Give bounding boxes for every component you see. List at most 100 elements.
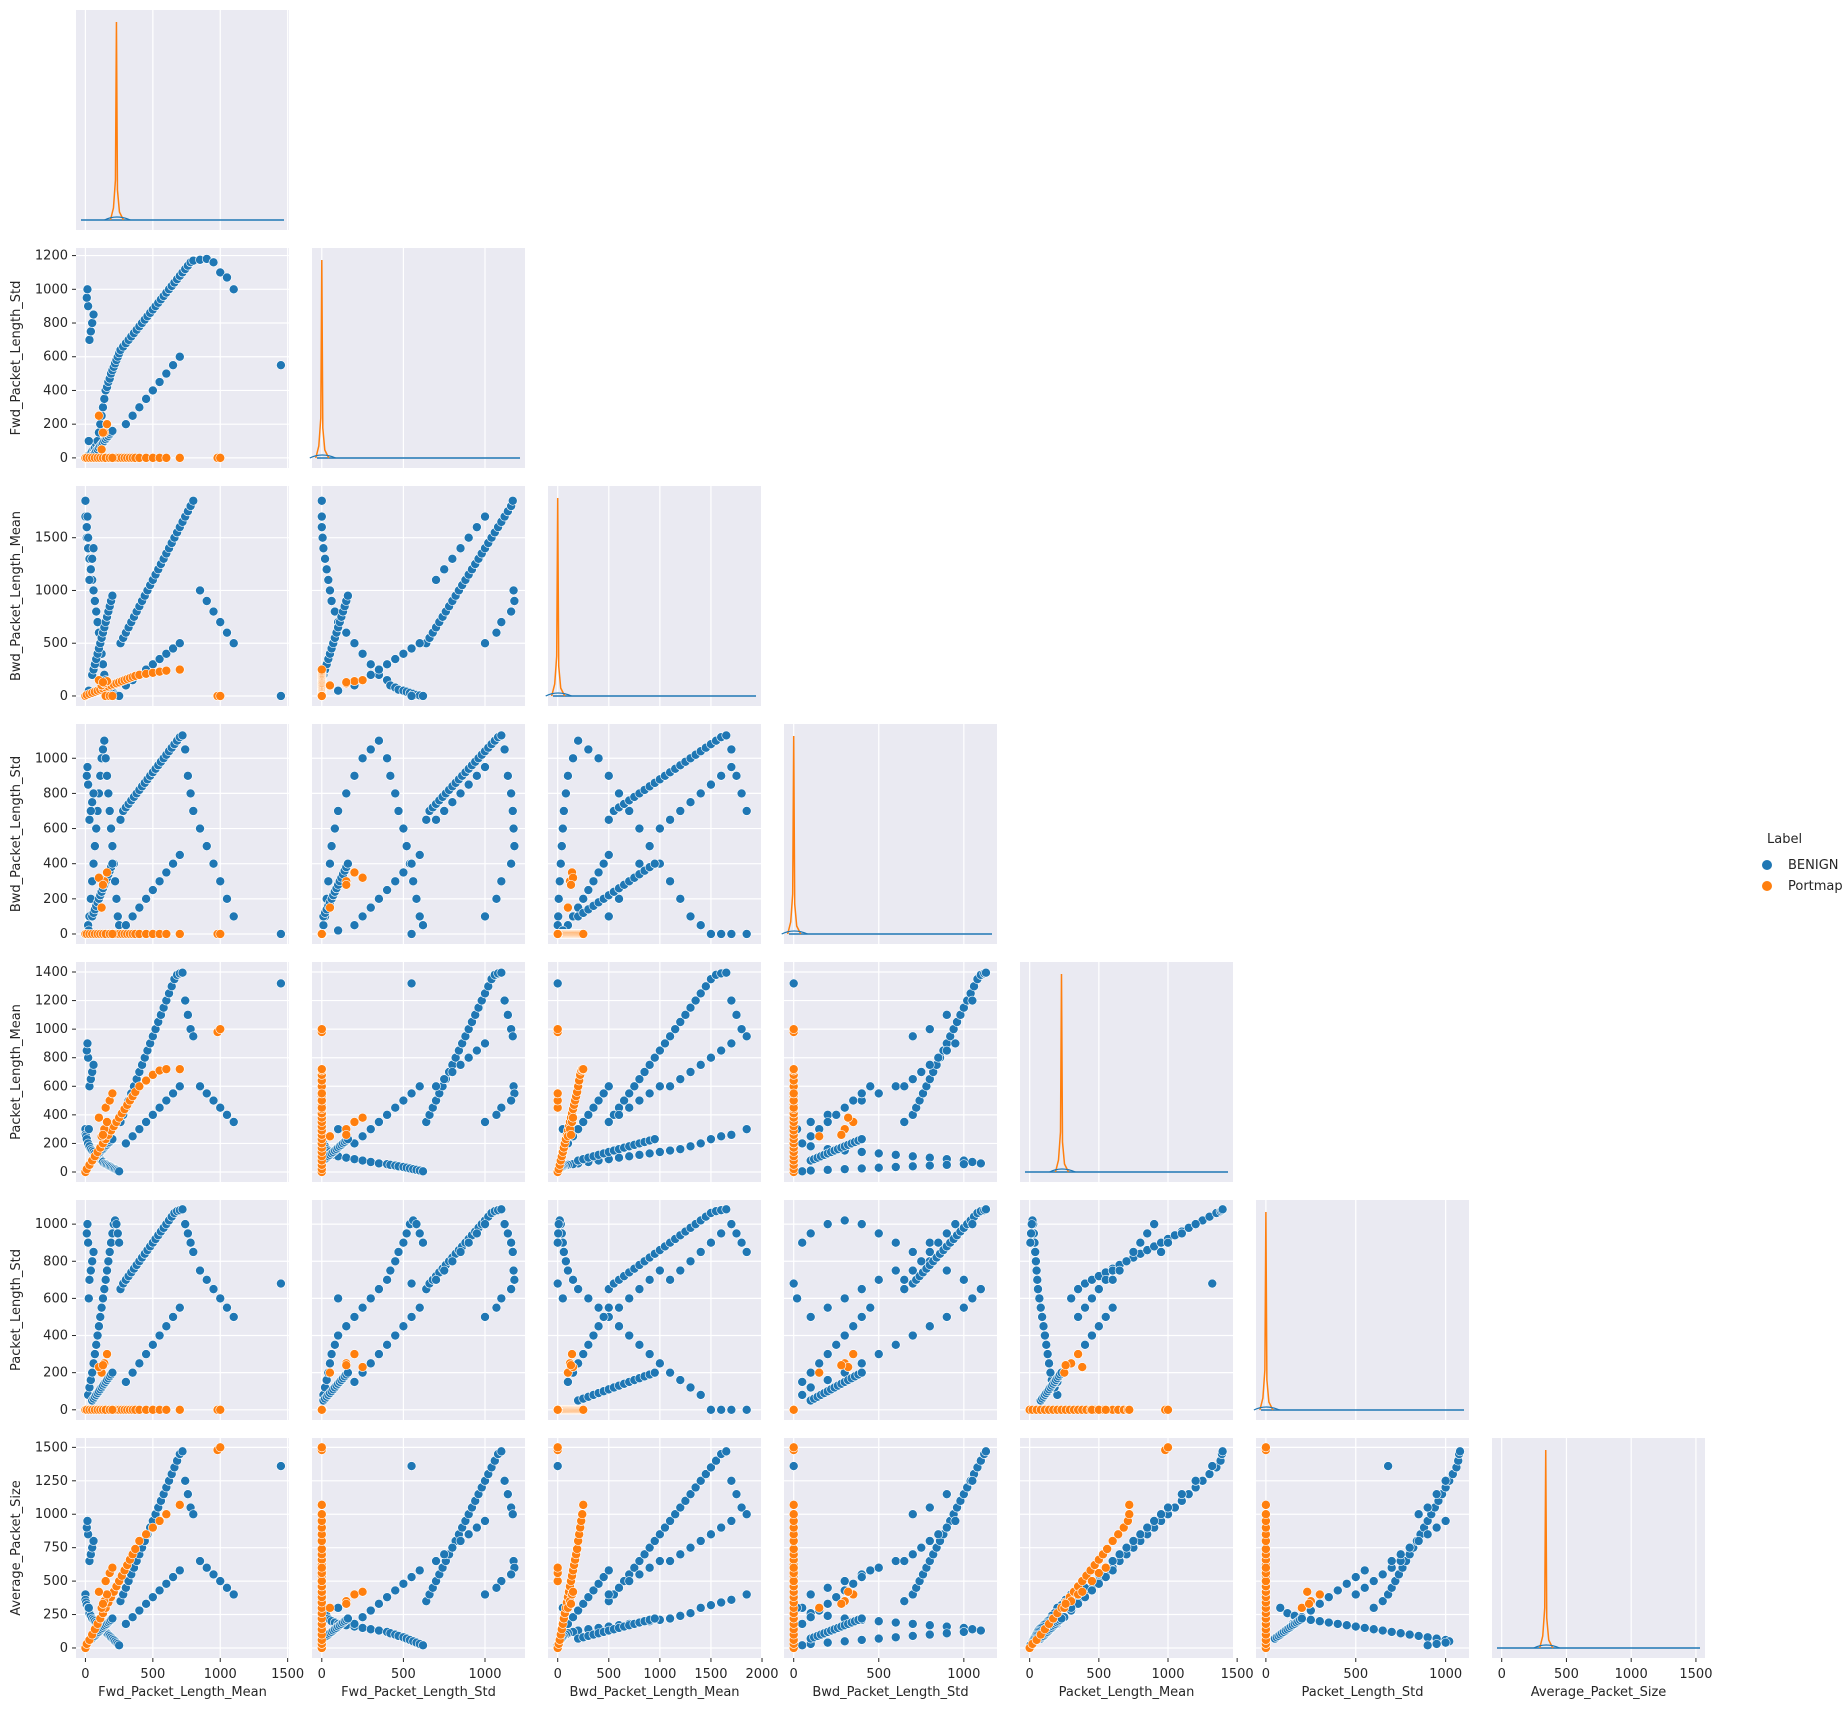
point-benign [1094, 1321, 1104, 1332]
point-portmap [325, 1603, 335, 1613]
y-tick-label: 0 [60, 927, 68, 942]
point-benign [649, 858, 660, 869]
point-benign [950, 1219, 961, 1229]
point-benign [148, 885, 158, 895]
y-tick-label: 250 [43, 1608, 68, 1623]
point-benign [950, 1516, 961, 1526]
point-portmap [154, 1516, 165, 1526]
point-benign [573, 1605, 583, 1616]
point-benign [401, 841, 412, 851]
point-benign [726, 929, 737, 939]
point-benign [856, 1147, 867, 1157]
point-benign [90, 596, 100, 606]
point-benign [180, 995, 190, 1006]
point-benign [491, 1110, 502, 1120]
point-benign [797, 1166, 808, 1177]
point-benign [228, 911, 239, 922]
point-portmap [100, 1102, 111, 1113]
point-benign [655, 1147, 665, 1157]
point-benign [736, 1237, 747, 1248]
kde-benign-bump [104, 216, 131, 221]
point-portmap [1094, 1568, 1104, 1578]
point-benign [406, 1572, 417, 1582]
point-benign [655, 1358, 665, 1369]
point-portmap [341, 1360, 352, 1371]
point-benign [276, 360, 286, 370]
panel-background [548, 1200, 761, 1420]
point-benign [398, 1578, 409, 1589]
point-benign [87, 797, 97, 807]
point-portmap [316, 1562, 327, 1573]
point-benign [463, 1529, 474, 1540]
point-benign [981, 1446, 991, 1457]
point-benign [655, 1045, 665, 1056]
point-benign [583, 1592, 594, 1602]
point-benign [805, 1382, 816, 1393]
panel-Packet_Length_Mean-vs-Fwd_Packet_Length_Mean [76, 962, 289, 1182]
point-benign [1128, 1247, 1139, 1257]
point-benign [121, 1138, 131, 1149]
point-benign [1142, 1228, 1153, 1239]
point-benign [831, 1592, 842, 1602]
point-benign [215, 1102, 226, 1113]
point-benign [1413, 1631, 1424, 1641]
kde-benign-bump [1533, 1644, 1560, 1649]
point-benign [598, 1572, 609, 1582]
point-benign [822, 1117, 833, 1127]
point-benign [593, 867, 604, 878]
point-portmap [567, 1349, 577, 1359]
x-axis-label: Fwd_Packet_Length_Std [341, 1685, 496, 1700]
point-benign [472, 1228, 482, 1239]
point-benign [208, 257, 219, 268]
point-benign [509, 841, 520, 851]
point-portmap [1261, 1509, 1271, 1520]
point-benign [805, 1141, 816, 1152]
point-benign [695, 1247, 706, 1257]
x-tick-label: 0 [554, 1667, 562, 1682]
point-benign [82, 1219, 93, 1229]
point-benign [788, 1461, 799, 1471]
point-benign [1034, 1293, 1045, 1304]
point-benign [333, 1124, 343, 1134]
point-portmap [1100, 1562, 1111, 1573]
point-portmap [843, 1586, 853, 1597]
point-benign [924, 1160, 935, 1171]
point-benign [99, 735, 110, 746]
point-benign [1026, 1228, 1036, 1239]
point-benign [685, 911, 696, 922]
point-benign [655, 1529, 665, 1540]
point-portmap [568, 1112, 578, 1123]
point-portmap [100, 1576, 111, 1586]
point-benign [141, 1599, 151, 1609]
x-axis-labels: 0 500 1000 1500 Fwd_Packet_Length_Mean 0 500 10… [81, 1658, 1712, 1700]
point-benign [1026, 1219, 1037, 1229]
point-benign [168, 643, 178, 654]
point-benign [507, 1509, 518, 1520]
point-portmap [325, 1131, 335, 1142]
point-portmap [175, 1064, 185, 1074]
point-portmap [357, 872, 368, 883]
point-benign [398, 823, 409, 834]
x-tick-label: 500 [1343, 1667, 1368, 1682]
point-benign [695, 788, 706, 799]
x-tick-label: 0 [318, 1667, 326, 1682]
point-benign [472, 1522, 482, 1533]
point-benign [967, 995, 978, 1006]
point-benign [414, 1081, 425, 1092]
point-benign [583, 1340, 594, 1350]
point-benign [907, 1074, 918, 1084]
point-portmap [316, 691, 327, 701]
point-portmap [1261, 1562, 1271, 1573]
point-benign [670, 1024, 680, 1034]
panel-Average_Packet_Size-vs-Bwd_Packet_Length_Std [784, 1438, 997, 1658]
point-benign [1350, 1572, 1361, 1582]
point-benign [1149, 1219, 1159, 1229]
point-benign [665, 1367, 675, 1378]
point-benign [675, 1017, 686, 1027]
point-benign [792, 1293, 802, 1304]
point-benign [726, 1595, 737, 1605]
point-benign [685, 1067, 696, 1077]
point-benign [1044, 1358, 1054, 1369]
point-benign [1422, 1529, 1433, 1540]
point-benign [107, 858, 118, 869]
